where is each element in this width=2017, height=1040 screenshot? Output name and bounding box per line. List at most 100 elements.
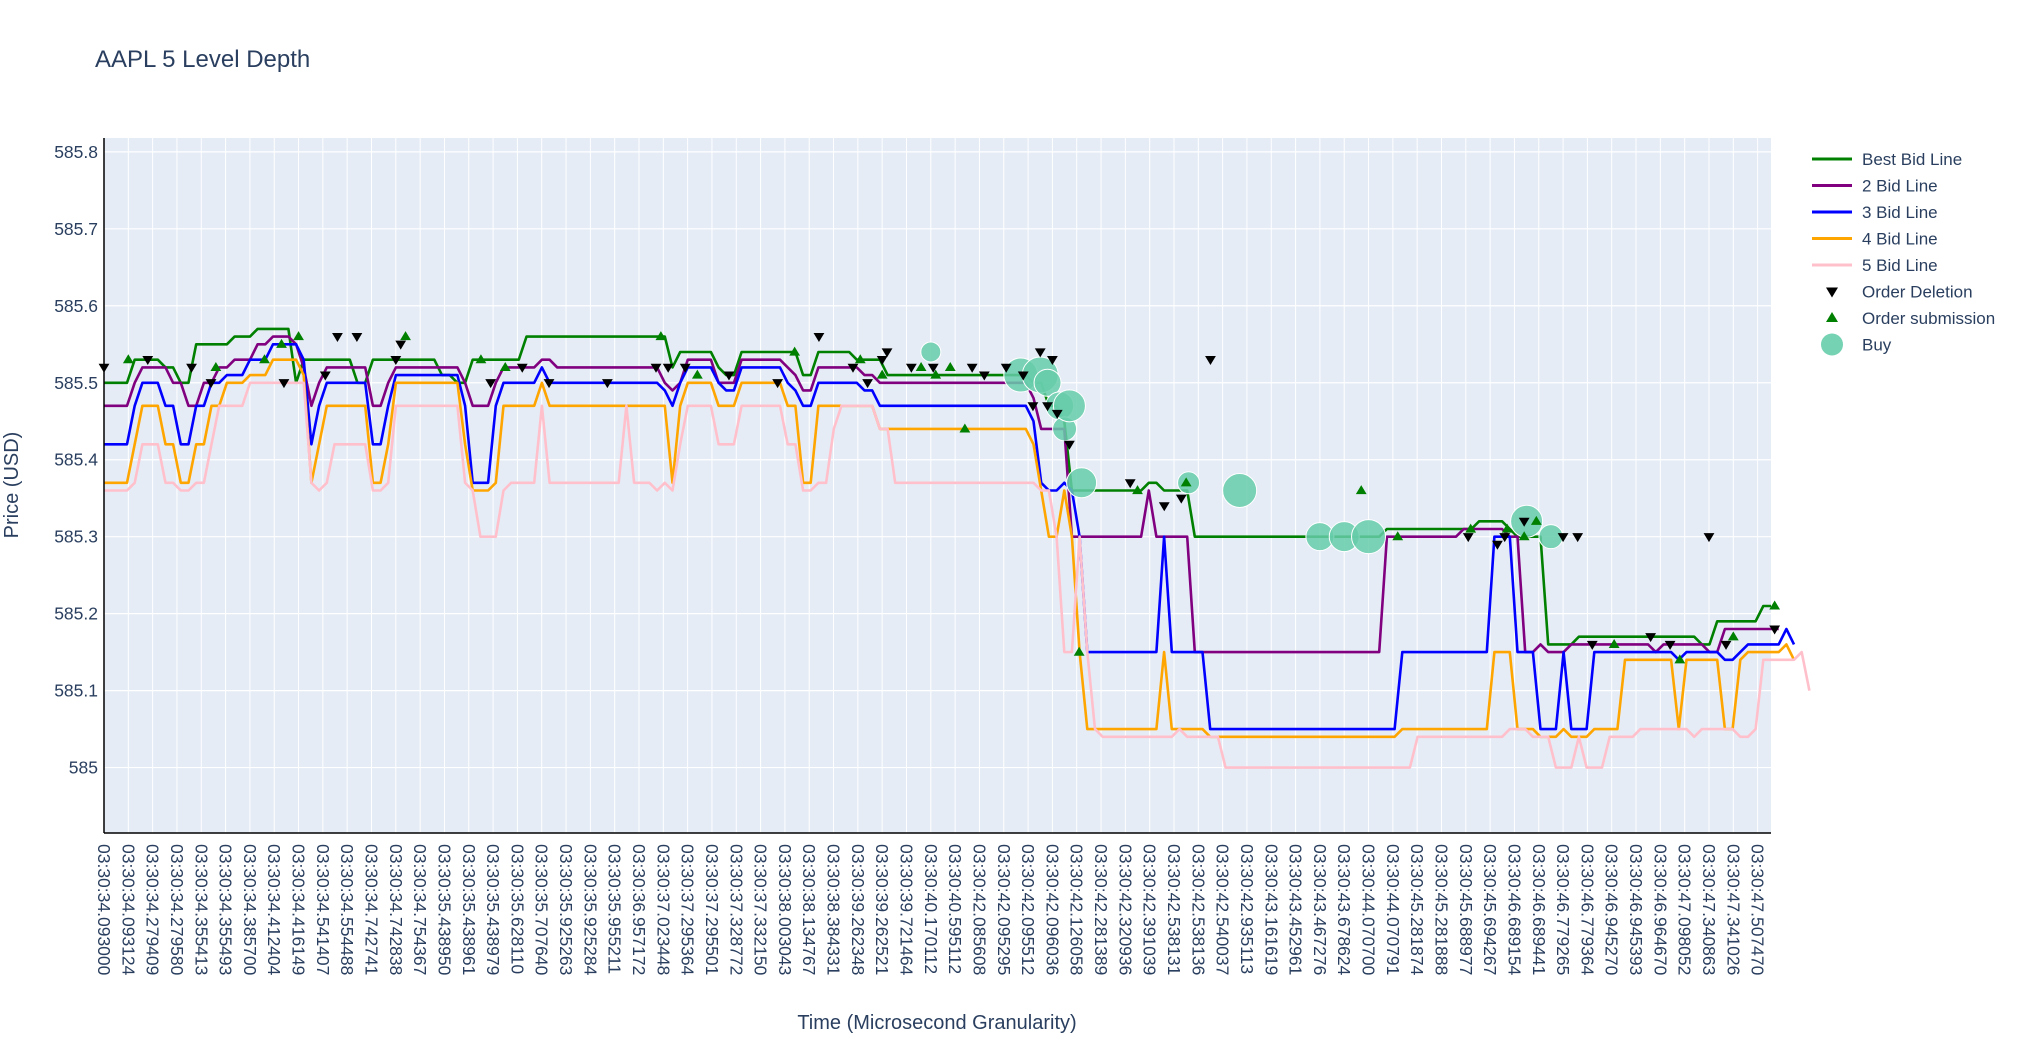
x-tick-label: 03:30:42.095512 xyxy=(1018,844,1038,975)
x-tick-label: 03:30:38.003043 xyxy=(775,844,795,975)
legend-swatch xyxy=(1826,312,1838,322)
x-tick-label: 03:30:45.688977 xyxy=(1456,844,1476,975)
y-tick-label: 585.1 xyxy=(54,681,98,701)
x-tick-label: 03:30:46.779364 xyxy=(1577,844,1597,976)
legend-swatch xyxy=(1821,334,1843,356)
chart-title: AAPL 5 Level Depth xyxy=(95,46,310,73)
x-tick-label: 03:30:34.279409 xyxy=(143,844,163,975)
x-tick-label: 03:30:47.340863 xyxy=(1699,844,1719,975)
y-tick-label: 585.2 xyxy=(54,604,98,624)
x-tick-label: 03:30:35.955211 xyxy=(605,844,625,974)
y-tick-label: 585.8 xyxy=(54,142,98,162)
legend-label: Order Deletion xyxy=(1862,283,1973,302)
x-tick-label: 03:30:37.332150 xyxy=(751,844,771,976)
legend-label: Order submission xyxy=(1862,309,1995,328)
x-tick-label: 03:30:42.281389 xyxy=(1091,844,1111,975)
x-tick-label: 03:30:43.161619 xyxy=(1261,844,1281,975)
legend-label: 4 Bid Line xyxy=(1862,230,1938,249)
x-tick-label: 03:30:34.541407 xyxy=(313,844,333,975)
x-tick-label: 03:30:34.093124 xyxy=(118,844,138,976)
x-tick-label: 03:30:38.134767 xyxy=(799,844,819,975)
legend-label: 5 Bid Line xyxy=(1862,256,1938,275)
x-tick-label: 03:30:35.925284 xyxy=(580,844,600,976)
x-tick-label: 03:30:34.279580 xyxy=(167,844,187,976)
legend: Best Bid Line 2 Bid Line 3 Bid Line 4 Bid L… xyxy=(1812,150,1995,356)
legend-label: 2 Bid Line xyxy=(1862,177,1938,196)
x-tick-label: 03:30:42.540037 xyxy=(1213,844,1233,975)
x-tick-label: 03:30:46.689154 xyxy=(1504,844,1524,976)
y-axis-title: Price (USD) xyxy=(1,432,23,539)
x-tick-label: 03:30:47.507470 xyxy=(1748,844,1768,976)
x-tick-label: 03:30:35.438950 xyxy=(434,844,454,976)
buy-marker xyxy=(921,342,941,362)
y-tick-label: 585.3 xyxy=(54,527,98,547)
x-tick-label: 03:30:35.438979 xyxy=(483,844,503,975)
x-tick-label: 03:30:35.707640 xyxy=(532,844,552,976)
buy-marker xyxy=(1352,520,1386,554)
x-tick-label: 03:30:34.093000 xyxy=(94,844,114,976)
x-tick-label: 03:30:38.384331 xyxy=(824,844,844,975)
x-tick-label: 03:30:39.262521 xyxy=(872,844,892,975)
x-tick-label: 03:30:43.452961 xyxy=(1286,844,1306,975)
buy-marker xyxy=(1539,525,1563,549)
x-tick-label: 03:30:47.341026 xyxy=(1723,844,1743,975)
x-tick-label: 03:30:34.742741 xyxy=(361,844,381,975)
x-tick-label: 03:30:34.355413 xyxy=(191,844,211,975)
x-tick-label: 03:30:46.964670 xyxy=(1650,844,1670,976)
y-tick-label: 585 xyxy=(69,758,98,778)
x-tick-label: 03:30:42.095295 xyxy=(994,844,1014,975)
buy-marker xyxy=(1223,474,1257,508)
x-tick-label: 03:30:35.925263 xyxy=(556,844,576,975)
x-tick-label: 03:30:34.385700 xyxy=(240,844,260,976)
x-tick-label: 03:30:37.328772 xyxy=(726,844,746,975)
y-tick-label: 585.4 xyxy=(54,450,98,470)
x-tick-label: 03:30:46.945270 xyxy=(1602,844,1622,976)
x-tick-label: 03:30:42.096036 xyxy=(1042,844,1062,975)
x-tick-label: 03:30:43.467276 xyxy=(1310,844,1330,975)
x-tick-label: 03:30:46.945393 xyxy=(1626,844,1646,975)
x-tick-label: 03:30:35.628110 xyxy=(507,844,527,974)
legend-label: Best Bid Line xyxy=(1862,150,1962,169)
x-tick-label: 03:30:34.742838 xyxy=(386,844,406,975)
y-tick-labels: 585 585.1 585.2 585.3 585.4 585.5 585.6 585.7 58… xyxy=(54,142,98,778)
x-tick-label: 03:30:45.694267 xyxy=(1480,844,1500,975)
x-tick-label: 03:30:39.721464 xyxy=(896,844,916,976)
x-tick-label: 03:30:42.126058 xyxy=(1067,844,1087,975)
x-tick-label: 03:30:34.412404 xyxy=(264,844,284,976)
legend-swatch xyxy=(1826,288,1838,298)
y-tick-label: 585.5 xyxy=(54,373,98,393)
x-tick-label: 03:30:37.295364 xyxy=(678,844,698,976)
x-tick-label: 03:30:39.262348 xyxy=(848,844,868,975)
x-tick-label: 03:30:46.779265 xyxy=(1553,844,1573,975)
x-tick-label: 03:30:45.281874 xyxy=(1407,844,1427,976)
x-tick-label: 03:30:42.085608 xyxy=(969,844,989,975)
x-tick-label: 03:30:34.754367 xyxy=(410,844,430,975)
x-tick-label: 03:30:34.355493 xyxy=(216,844,236,975)
x-tick-label: 03:30:46.689441 xyxy=(1529,844,1549,975)
y-tick-label: 585.6 xyxy=(54,296,98,316)
x-tick-label: 03:30:37.295501 xyxy=(702,844,722,975)
x-tick-label: 03:30:44.070791 xyxy=(1383,844,1403,975)
buy-marker xyxy=(1067,468,1097,498)
x-tick-label: 03:30:44.070700 xyxy=(1359,844,1379,976)
x-tick-label: 03:30:43.678624 xyxy=(1334,844,1354,976)
x-tick-label: 03:30:34.554488 xyxy=(337,844,357,975)
x-tick-label: 03:30:42.320936 xyxy=(1115,844,1135,975)
legend-label: Buy xyxy=(1862,336,1892,355)
x-axis-title: Time (Microsecond Granularity) xyxy=(797,1012,1076,1034)
x-tick-label: 03:30:40.595112 xyxy=(945,844,965,974)
x-tick-label: 03:30:35.438961 xyxy=(459,844,479,975)
x-tick-labels: 03:30:34.093000 03:30:34.093124 03:30:34.2… xyxy=(94,844,1768,976)
x-tick-label: 03:30:36.957172 xyxy=(629,844,649,975)
x-tick-label: 03:30:45.281888 xyxy=(1431,844,1451,975)
x-tick-label: 03:30:42.538136 xyxy=(1188,844,1208,975)
x-tick-label: 03:30:47.098052 xyxy=(1675,844,1695,975)
x-tick-label: 03:30:42.935113 xyxy=(1237,844,1257,974)
x-tick-label: 03:30:42.391039 xyxy=(1140,844,1160,975)
x-tick-label: 03:30:37.023448 xyxy=(653,844,673,975)
legend-label: 3 Bid Line xyxy=(1862,203,1938,222)
x-tick-label: 03:30:40.170112 xyxy=(921,844,941,974)
x-tick-label: 03:30:42.538131 xyxy=(1164,844,1184,975)
y-tick-label: 585.7 xyxy=(54,219,98,239)
